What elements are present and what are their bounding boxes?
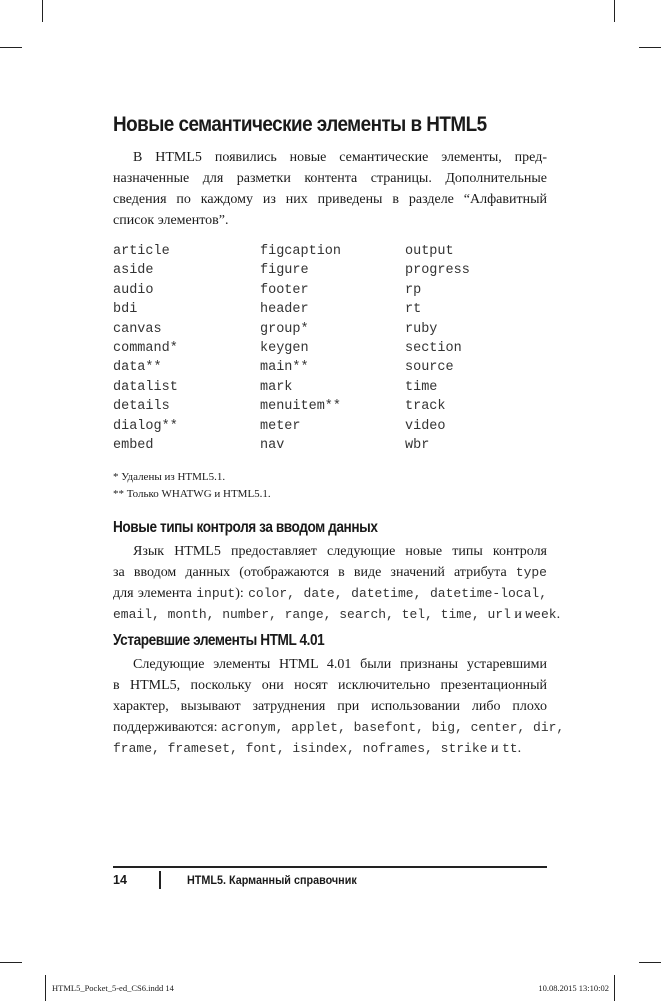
element-name: canvas (113, 321, 162, 337)
element-column: output progress rp rt ruby section source time t… (405, 242, 470, 455)
element-name: ruby (405, 321, 438, 337)
element-name: video (405, 418, 446, 434)
book-title: HTML5. Карманный справочник (187, 873, 357, 887)
crop-mark (614, 0, 615, 22)
element-name: footer (260, 282, 309, 298)
element-name: command* (113, 340, 178, 356)
slug-filename: HTML5_Pocket_5-ed_CS6.indd 14 (52, 983, 174, 993)
element-name: mark (260, 379, 293, 395)
crop-mark (639, 962, 661, 963)
element-name: rp (405, 282, 422, 298)
element-name: dialog** (113, 418, 178, 434)
intro-paragraph: В HTML5 появились новые семантические эл… (113, 150, 547, 228)
element-name: main** (260, 360, 309, 376)
crop-mark (614, 975, 615, 1001)
element-name: source (405, 360, 454, 376)
element-name: details (113, 399, 170, 415)
crop-mark (42, 0, 43, 22)
element-name: keygen (260, 340, 309, 356)
element-name: track (405, 399, 446, 415)
subsection-heading: Новые типы контроля за вводом данных (113, 519, 378, 536)
element-name: article (113, 244, 170, 259)
element-name: figure (260, 263, 309, 279)
footer-rule (113, 866, 547, 868)
element-name: rt (405, 302, 422, 318)
element-name: bdi (113, 302, 138, 318)
input-types-paragraph: Язык HTML5 предоставляет следующие новые… (113, 544, 561, 622)
element-name: audio (113, 282, 154, 298)
element-column: article aside audio bdi canvas command* data**… (113, 242, 178, 455)
page-number: 14 (113, 873, 127, 887)
footer-divider (159, 871, 161, 889)
element-name: header (260, 302, 309, 318)
element-name: progress (405, 263, 470, 279)
element-name: group* (260, 321, 309, 337)
element-name: meter (260, 418, 301, 434)
element-name: data** (113, 360, 162, 376)
element-name: section (405, 340, 462, 356)
slug-datetime: 10.08.2015 13:10:02 (538, 983, 609, 993)
element-name: menuitem** (260, 399, 342, 415)
element-name: wbr (405, 437, 430, 453)
subsection-heading: Устаревшие элементы HTML 4.01 (113, 632, 325, 649)
footnote: ** Только WHATWG и HTML5.1. (113, 488, 271, 500)
crop-mark (639, 47, 661, 48)
element-name: embed (113, 437, 154, 453)
element-name: time (405, 379, 438, 395)
deprecated-paragraph: Следующие элементы HTML 4.01 были призна… (113, 657, 565, 756)
crop-mark (0, 962, 22, 963)
crop-mark (0, 47, 22, 48)
element-name: figcaption (260, 244, 342, 259)
section-heading: Новые семантические элементы в HTML5 (113, 113, 487, 136)
element-name: output (405, 244, 454, 259)
element-column: figcaption figure footer header group* keygen… (260, 242, 341, 455)
crop-mark (45, 975, 46, 1001)
footnote: * Удалены из HTML5.1. (113, 471, 226, 483)
element-name: datalist (113, 379, 178, 395)
element-name: aside (113, 263, 154, 279)
element-name: nav (260, 437, 285, 453)
